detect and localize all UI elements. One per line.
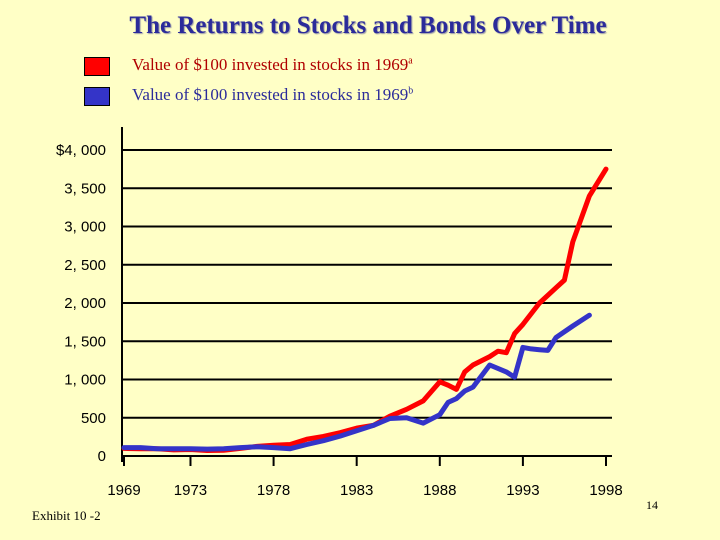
y-tick-label: 2, 000 [64,295,106,312]
x-tick-label: 1973 [174,482,207,499]
y-tick-label: 2, 500 [64,257,106,274]
series-line-b [121,312,592,452]
x-tick-label: 1988 [423,482,456,499]
y-tick-label: 1, 000 [64,372,106,389]
y-tick-label: $4, 000 [56,142,106,159]
exhibit-label: Exhibit 10 -2 [32,508,101,523]
y-tick-label: 500 [81,410,106,427]
x-tick-label: 1998 [589,482,622,499]
legend-label-a-text: Value of $100 invested in stocks in 1969 [132,55,409,74]
legend-label-b-text: Value of $100 invested in stocks in 1969 [132,85,409,104]
x-tick-label: 1978 [257,482,290,499]
legend-label-b: Value of $100 invested in stocks in 1969… [132,85,413,105]
y-tick-label: 3, 000 [64,219,106,236]
y-tick-label: 0 [98,448,106,465]
legend-swatch-a [84,57,110,76]
y-tick-label: 3, 500 [64,180,106,197]
chart-title: The Returns to Stocks and Bonds Over Tim… [129,12,607,39]
legend-label-a: Value of $100 invested in stocks in 1969… [132,55,413,75]
x-tick-label: 1983 [340,482,373,499]
x-tick-label: 1969 [107,482,140,499]
legend-label-a-sup: a [408,55,413,67]
x-tick-label: 1993 [506,482,539,499]
page-number: 14 [646,498,658,512]
y-tick-label: 1, 500 [64,333,106,350]
legend-label-b-sup: b [408,85,414,97]
series-line-a [121,166,609,453]
legend-swatch-b [84,87,110,106]
